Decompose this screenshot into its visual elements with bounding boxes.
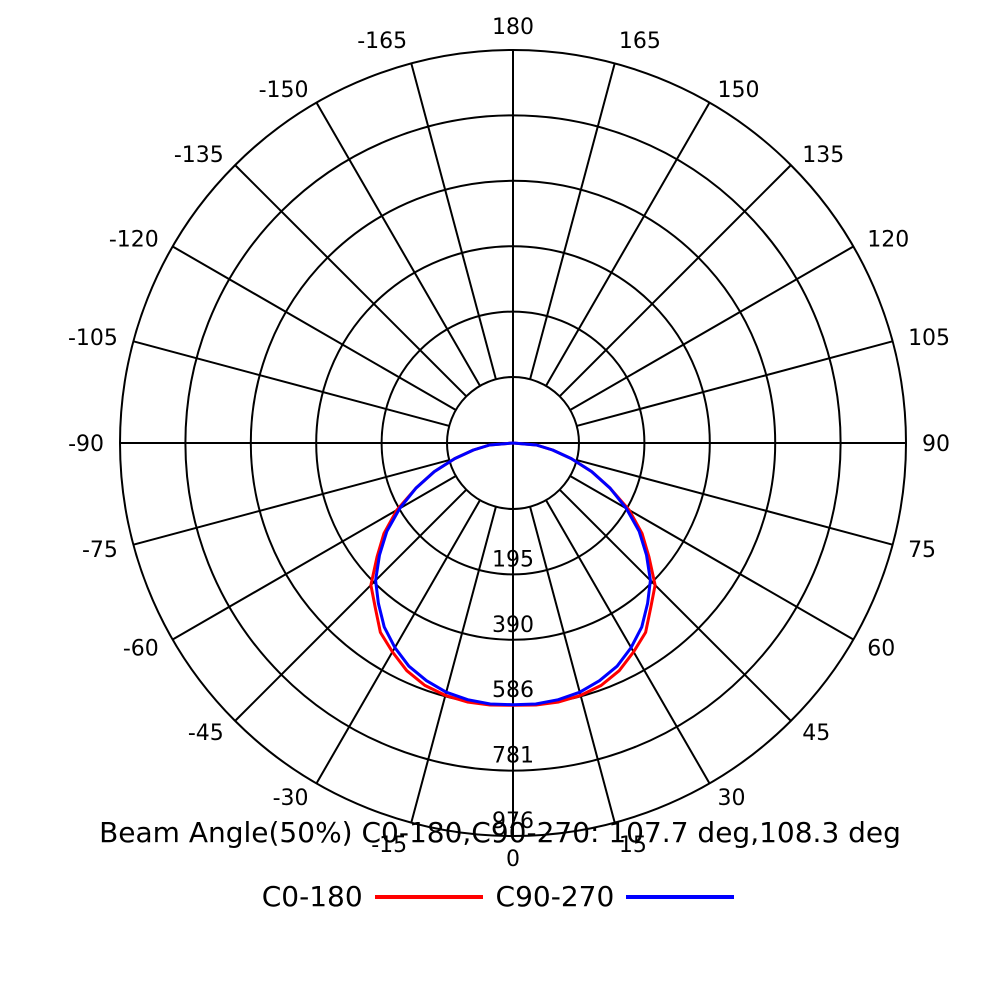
legend-label-c90-270: C90-270 bbox=[495, 880, 615, 913]
angle-label--15: -15 bbox=[371, 833, 407, 858]
spoke--15 bbox=[410, 506, 497, 823]
spoke-45 bbox=[558, 488, 792, 722]
angle-label--75: -75 bbox=[82, 538, 118, 563]
ring-label-781: 781 bbox=[492, 744, 534, 769]
angle-label-150: 150 bbox=[718, 78, 760, 103]
spoke-165 bbox=[529, 63, 616, 380]
angle-label--165: -165 bbox=[357, 29, 407, 54]
angle-label-15: 15 bbox=[619, 833, 647, 858]
legend-label-c0-180: C0-180 bbox=[261, 880, 363, 913]
ring-labels: 195 390 586 781 976 bbox=[492, 547, 534, 834]
spoke--120 bbox=[172, 245, 457, 411]
angle-label-180: 180 bbox=[492, 15, 534, 40]
angle-label--30: -30 bbox=[273, 786, 309, 811]
angle-label-120: 120 bbox=[867, 228, 909, 253]
spoke--165 bbox=[410, 63, 497, 380]
legend-swatch-c0-180 bbox=[374, 894, 483, 899]
legend-swatch-c90-270 bbox=[626, 894, 735, 899]
angle-label-165: 165 bbox=[619, 29, 661, 54]
spoke--30 bbox=[315, 499, 481, 784]
legend-item-c0-180: C0-180 bbox=[262, 880, 487, 913]
angle-label-105: 105 bbox=[908, 326, 950, 351]
angle-label--105: -105 bbox=[68, 326, 118, 351]
intensity-curves bbox=[369, 441, 657, 707]
ring-label-195: 195 bbox=[492, 547, 534, 572]
legend-item-c90-270: C90-270 bbox=[496, 880, 739, 913]
angle-labels: 1801651501351201059075604530150-15-30-45… bbox=[68, 15, 950, 872]
spoke--105 bbox=[133, 340, 450, 427]
spoke-75 bbox=[576, 459, 893, 546]
angle-label-45: 45 bbox=[802, 721, 830, 746]
angle-label-135: 135 bbox=[802, 143, 844, 168]
spoke--60 bbox=[172, 475, 457, 641]
spoke-135 bbox=[558, 164, 792, 398]
spoke--75 bbox=[133, 459, 450, 546]
ring-label-586: 586 bbox=[492, 678, 534, 703]
spoke-105 bbox=[576, 340, 893, 427]
angle-label--45: -45 bbox=[188, 721, 224, 746]
spoke-120 bbox=[569, 245, 854, 411]
angle-label--120: -120 bbox=[109, 228, 159, 253]
series-line-c90-270 bbox=[374, 441, 652, 707]
spoke-150 bbox=[545, 102, 711, 387]
spoke--150 bbox=[315, 102, 481, 387]
angle-label-30: 30 bbox=[718, 786, 746, 811]
angle-label-90: 90 bbox=[922, 432, 950, 457]
ring-label-390: 390 bbox=[492, 613, 534, 638]
angle-label-0: 0 bbox=[506, 847, 520, 872]
angle-label-60: 60 bbox=[867, 637, 895, 662]
spoke-60 bbox=[569, 475, 854, 641]
angle-label--90: -90 bbox=[68, 432, 104, 457]
spoke-30 bbox=[545, 499, 711, 784]
legend: C0-180 C90-270 bbox=[0, 880, 1000, 913]
angle-label-75: 75 bbox=[908, 538, 936, 563]
beam-angle-caption: Beam Angle(50%) C0-180,C90-270: 107.7 de… bbox=[99, 816, 901, 849]
spoke-15 bbox=[529, 506, 616, 823]
angle-label--150: -150 bbox=[259, 78, 309, 103]
angle-label--135: -135 bbox=[174, 143, 224, 168]
angle-label--60: -60 bbox=[123, 637, 159, 662]
ring-label-976: 976 bbox=[492, 809, 534, 834]
spoke--45 bbox=[234, 488, 468, 722]
spoke--135 bbox=[234, 164, 468, 398]
